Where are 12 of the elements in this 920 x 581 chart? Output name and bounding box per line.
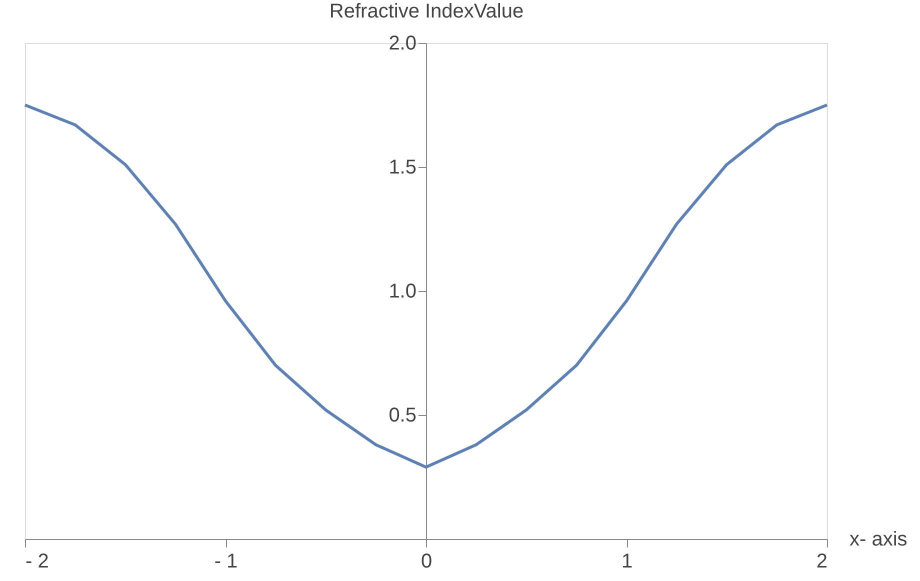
x-tick-label: 2 [816, 550, 828, 572]
x-tick-label: - 2 [26, 550, 49, 572]
x-tick-label: - 1 [214, 550, 238, 572]
line-series [24, 104, 828, 469]
x-axis-title: x- axis [850, 528, 908, 550]
y-axis-title: Refractive IndexValue [329, 0, 524, 22]
y-tick-label: 0.5 [388, 404, 416, 426]
x-tick-label: 0 [420, 550, 432, 572]
y-tick-label: 1.0 [388, 280, 416, 302]
y-tick-label: 1.5 [388, 156, 416, 178]
y-tick-label: 2.0 [388, 32, 416, 54]
x-tick-label: 1 [621, 550, 633, 572]
